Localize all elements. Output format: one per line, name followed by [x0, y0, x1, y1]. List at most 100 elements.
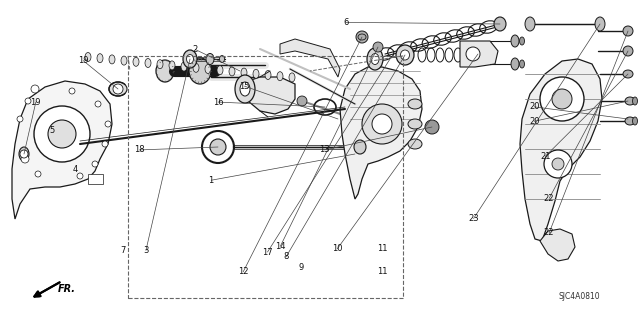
- Text: 15: 15: [239, 82, 250, 91]
- Ellipse shape: [183, 50, 197, 68]
- Ellipse shape: [157, 60, 163, 69]
- Ellipse shape: [85, 53, 91, 62]
- Circle shape: [35, 171, 41, 177]
- Ellipse shape: [367, 48, 383, 70]
- Circle shape: [113, 84, 123, 94]
- Text: 5: 5: [50, 126, 55, 135]
- Ellipse shape: [289, 73, 295, 82]
- Ellipse shape: [241, 68, 247, 77]
- Circle shape: [552, 89, 572, 109]
- FancyArrowPatch shape: [35, 282, 60, 296]
- Ellipse shape: [632, 117, 637, 125]
- Ellipse shape: [371, 54, 379, 64]
- Ellipse shape: [217, 66, 223, 75]
- Text: 17: 17: [262, 248, 273, 256]
- Ellipse shape: [408, 99, 422, 109]
- Circle shape: [34, 106, 90, 162]
- Circle shape: [544, 150, 572, 178]
- Text: 13: 13: [319, 145, 330, 154]
- Ellipse shape: [220, 56, 225, 63]
- Polygon shape: [460, 41, 498, 67]
- Text: 19: 19: [78, 56, 88, 65]
- Polygon shape: [280, 39, 340, 77]
- Bar: [88, 174, 103, 184]
- Ellipse shape: [156, 60, 174, 82]
- Ellipse shape: [401, 50, 410, 60]
- Ellipse shape: [145, 58, 151, 68]
- Ellipse shape: [520, 37, 525, 45]
- Bar: [128, 56, 403, 298]
- Ellipse shape: [169, 61, 175, 70]
- Ellipse shape: [632, 97, 637, 105]
- Circle shape: [17, 116, 23, 122]
- Ellipse shape: [396, 45, 414, 65]
- Circle shape: [20, 150, 28, 158]
- Ellipse shape: [354, 140, 366, 154]
- Text: 10: 10: [332, 244, 342, 253]
- Ellipse shape: [623, 46, 633, 56]
- Circle shape: [105, 121, 111, 127]
- Text: 2: 2: [193, 45, 198, 54]
- Text: 11: 11: [378, 267, 388, 276]
- Text: 1: 1: [209, 176, 214, 185]
- Text: 12: 12: [238, 267, 248, 276]
- Polygon shape: [340, 67, 422, 199]
- Text: SJC4A0810: SJC4A0810: [558, 292, 600, 301]
- Text: FR.: FR.: [58, 284, 76, 294]
- Text: 22: 22: [544, 194, 554, 203]
- Ellipse shape: [181, 62, 187, 71]
- Ellipse shape: [189, 58, 211, 84]
- Ellipse shape: [265, 70, 271, 79]
- Text: 4: 4: [73, 165, 78, 174]
- Text: 18: 18: [134, 145, 145, 154]
- Text: 11: 11: [378, 244, 388, 253]
- Circle shape: [425, 120, 439, 134]
- Text: 23: 23: [468, 214, 479, 223]
- Circle shape: [95, 101, 101, 107]
- Text: 20: 20: [529, 117, 540, 126]
- Ellipse shape: [595, 17, 605, 31]
- Text: 21: 21: [540, 152, 550, 161]
- Ellipse shape: [408, 119, 422, 129]
- Ellipse shape: [206, 54, 214, 64]
- Ellipse shape: [625, 97, 635, 105]
- Circle shape: [373, 42, 383, 52]
- Circle shape: [466, 47, 480, 61]
- Text: 16: 16: [213, 98, 223, 107]
- Circle shape: [362, 104, 402, 144]
- Circle shape: [540, 77, 584, 121]
- Text: 7: 7: [120, 246, 125, 255]
- Text: 19: 19: [31, 98, 41, 107]
- Text: 9: 9: [298, 263, 303, 272]
- Ellipse shape: [193, 63, 199, 72]
- Ellipse shape: [133, 57, 139, 66]
- Polygon shape: [12, 81, 112, 219]
- Ellipse shape: [121, 56, 127, 65]
- Ellipse shape: [511, 58, 519, 70]
- Ellipse shape: [240, 82, 250, 96]
- Ellipse shape: [625, 117, 635, 125]
- Ellipse shape: [19, 147, 29, 161]
- Circle shape: [21, 155, 29, 163]
- Text: 20: 20: [529, 102, 540, 111]
- Ellipse shape: [109, 82, 127, 96]
- Text: 8: 8: [284, 252, 289, 261]
- Circle shape: [48, 120, 76, 148]
- Polygon shape: [540, 229, 575, 261]
- Polygon shape: [520, 59, 602, 241]
- Circle shape: [356, 31, 368, 43]
- Circle shape: [210, 139, 226, 155]
- Ellipse shape: [525, 17, 535, 31]
- Ellipse shape: [235, 75, 255, 103]
- Ellipse shape: [277, 72, 283, 81]
- Ellipse shape: [623, 26, 633, 36]
- Ellipse shape: [109, 55, 115, 64]
- Circle shape: [69, 88, 75, 94]
- Ellipse shape: [520, 60, 525, 68]
- Circle shape: [92, 161, 98, 167]
- Ellipse shape: [511, 35, 519, 47]
- Circle shape: [552, 158, 564, 170]
- Circle shape: [31, 85, 39, 93]
- FancyArrowPatch shape: [35, 282, 60, 296]
- Ellipse shape: [205, 64, 211, 73]
